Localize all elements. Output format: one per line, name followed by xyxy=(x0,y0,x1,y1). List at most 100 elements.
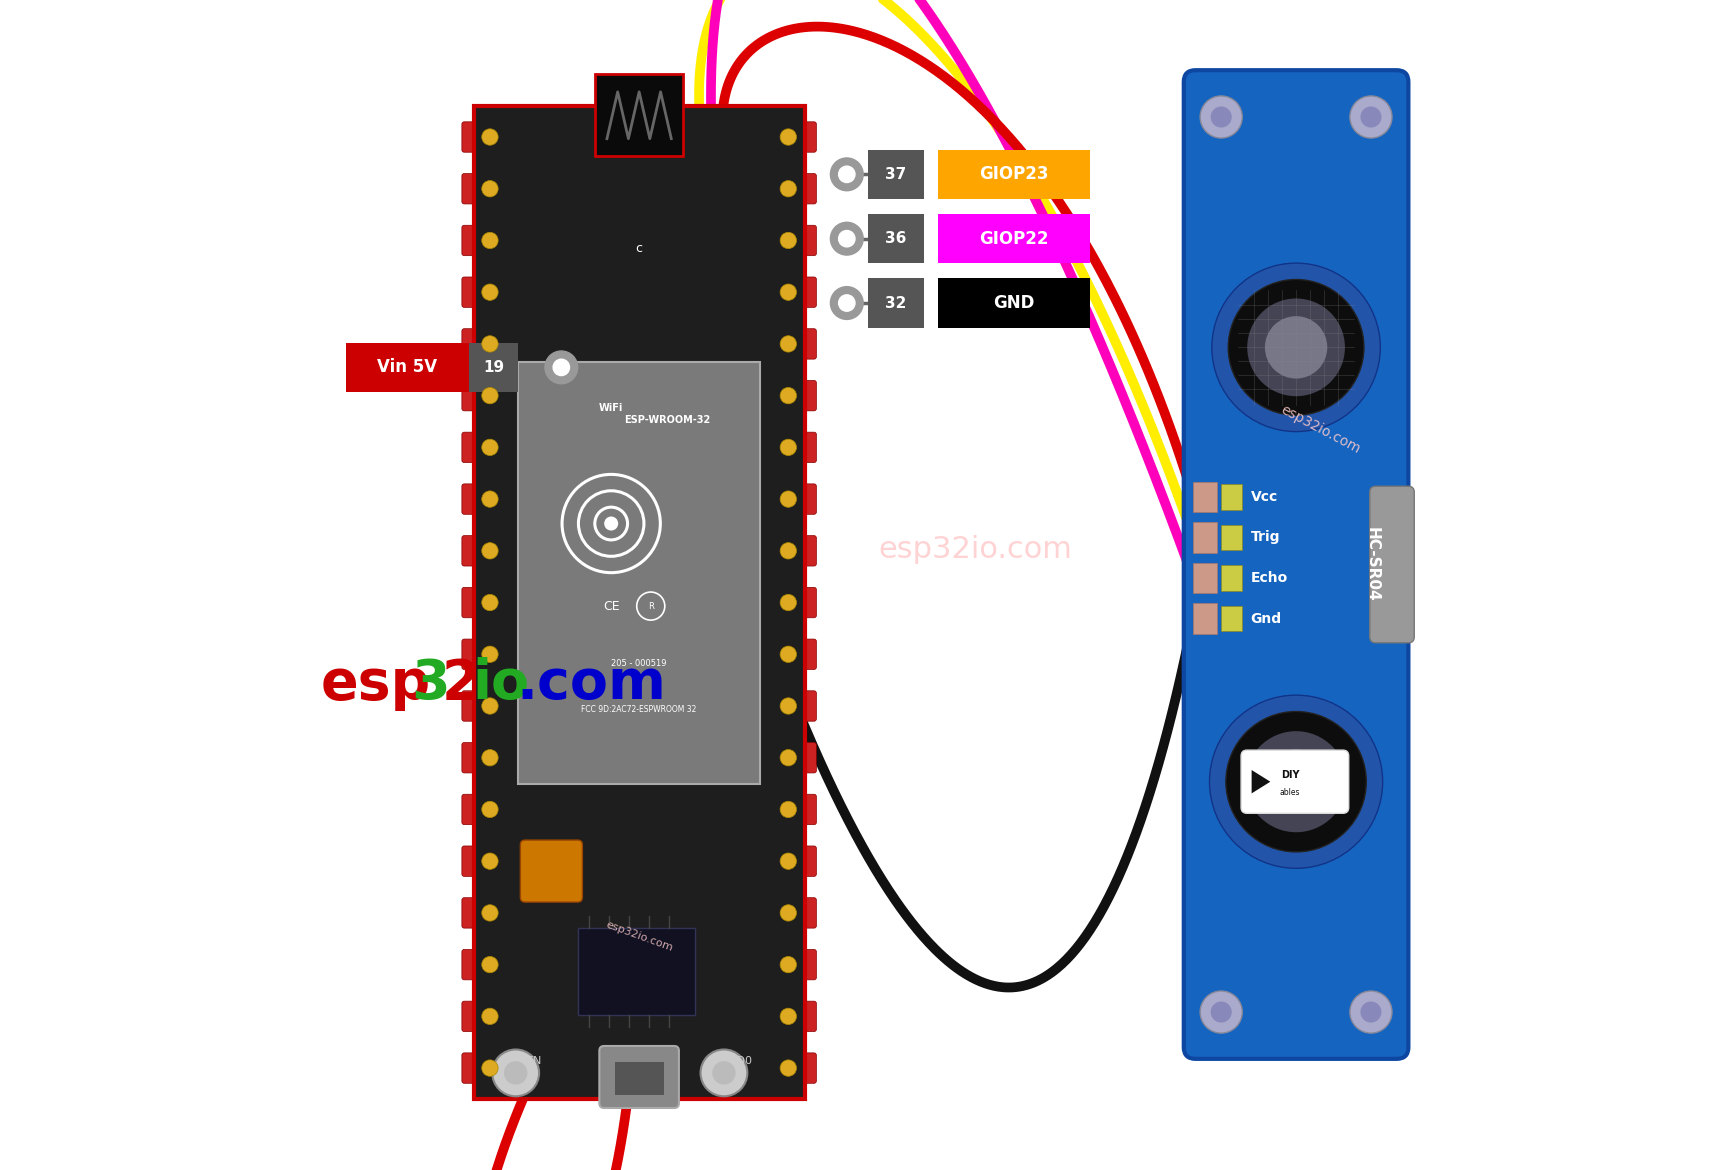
Circle shape xyxy=(780,387,797,404)
Text: esp32io.com: esp32io.com xyxy=(879,536,1073,564)
FancyBboxPatch shape xyxy=(1183,70,1408,1059)
FancyBboxPatch shape xyxy=(462,329,486,359)
FancyBboxPatch shape xyxy=(793,743,816,773)
FancyBboxPatch shape xyxy=(462,1002,486,1032)
FancyBboxPatch shape xyxy=(793,173,816,204)
Text: c: c xyxy=(635,242,642,255)
Circle shape xyxy=(780,646,797,662)
FancyBboxPatch shape xyxy=(519,362,761,784)
Circle shape xyxy=(1210,106,1231,128)
Circle shape xyxy=(482,180,498,197)
Circle shape xyxy=(1200,96,1243,138)
Circle shape xyxy=(701,1049,747,1096)
Text: GIOP23: GIOP23 xyxy=(979,165,1049,184)
FancyBboxPatch shape xyxy=(1193,522,1217,552)
Circle shape xyxy=(831,158,864,191)
FancyBboxPatch shape xyxy=(347,343,469,392)
Circle shape xyxy=(780,594,797,611)
FancyBboxPatch shape xyxy=(937,214,1090,263)
Circle shape xyxy=(482,336,498,352)
Circle shape xyxy=(544,351,577,384)
FancyBboxPatch shape xyxy=(793,122,816,152)
Text: WiFi: WiFi xyxy=(599,402,623,413)
Circle shape xyxy=(482,233,498,249)
FancyBboxPatch shape xyxy=(793,690,816,721)
Circle shape xyxy=(482,750,498,766)
FancyBboxPatch shape xyxy=(793,380,816,411)
FancyBboxPatch shape xyxy=(793,484,816,515)
FancyBboxPatch shape xyxy=(867,214,924,263)
Text: Vcc: Vcc xyxy=(1250,490,1277,504)
FancyBboxPatch shape xyxy=(1221,606,1243,632)
FancyBboxPatch shape xyxy=(793,1002,816,1032)
FancyBboxPatch shape xyxy=(793,536,816,566)
FancyBboxPatch shape xyxy=(937,278,1090,328)
Circle shape xyxy=(838,230,855,247)
Text: CE: CE xyxy=(603,599,620,613)
FancyBboxPatch shape xyxy=(793,794,816,825)
FancyBboxPatch shape xyxy=(793,226,816,256)
Circle shape xyxy=(1200,991,1243,1033)
Circle shape xyxy=(482,387,498,404)
Circle shape xyxy=(1360,106,1382,128)
Circle shape xyxy=(1350,991,1392,1033)
FancyBboxPatch shape xyxy=(462,432,486,462)
Circle shape xyxy=(1245,731,1346,832)
FancyBboxPatch shape xyxy=(520,840,582,902)
FancyBboxPatch shape xyxy=(462,226,486,256)
Circle shape xyxy=(482,1009,498,1025)
Text: 2: 2 xyxy=(441,658,481,711)
FancyBboxPatch shape xyxy=(469,343,519,392)
Circle shape xyxy=(482,491,498,508)
Text: 3: 3 xyxy=(412,658,450,711)
Text: Vin 5V: Vin 5V xyxy=(378,358,438,377)
FancyBboxPatch shape xyxy=(1193,604,1217,634)
Circle shape xyxy=(780,904,797,921)
Circle shape xyxy=(482,1060,498,1076)
Circle shape xyxy=(831,222,864,255)
Text: ESP-WROOM-32: ESP-WROOM-32 xyxy=(623,415,711,426)
Circle shape xyxy=(1264,750,1329,814)
FancyBboxPatch shape xyxy=(793,587,816,618)
FancyBboxPatch shape xyxy=(615,1062,664,1095)
Circle shape xyxy=(1210,1002,1231,1023)
FancyBboxPatch shape xyxy=(793,329,816,359)
Circle shape xyxy=(838,295,855,311)
Circle shape xyxy=(482,284,498,301)
FancyBboxPatch shape xyxy=(462,743,486,773)
Circle shape xyxy=(1265,316,1327,379)
Text: EN: EN xyxy=(527,1057,543,1066)
FancyBboxPatch shape xyxy=(1221,565,1243,591)
Circle shape xyxy=(780,956,797,972)
Text: HC-SR04: HC-SR04 xyxy=(1365,528,1380,601)
Circle shape xyxy=(553,359,570,376)
Text: Echo: Echo xyxy=(1250,571,1288,585)
Circle shape xyxy=(1212,263,1380,432)
Circle shape xyxy=(780,853,797,869)
FancyBboxPatch shape xyxy=(462,536,486,566)
Text: esp32io.com: esp32io.com xyxy=(604,920,675,954)
Circle shape xyxy=(780,801,797,818)
Circle shape xyxy=(604,516,618,530)
FancyBboxPatch shape xyxy=(462,173,486,204)
Text: 19: 19 xyxy=(482,360,505,374)
Text: 205 - 000519: 205 - 000519 xyxy=(611,660,666,668)
Circle shape xyxy=(780,439,797,455)
Text: GIOP22: GIOP22 xyxy=(979,229,1049,248)
Circle shape xyxy=(482,956,498,972)
Circle shape xyxy=(482,594,498,611)
FancyBboxPatch shape xyxy=(462,639,486,669)
Circle shape xyxy=(482,129,498,145)
Circle shape xyxy=(493,1049,539,1096)
Circle shape xyxy=(780,284,797,301)
FancyBboxPatch shape xyxy=(462,587,486,618)
Text: esp32io.com: esp32io.com xyxy=(1277,402,1362,456)
Text: R: R xyxy=(647,601,654,611)
Text: GND: GND xyxy=(994,294,1035,312)
Circle shape xyxy=(713,1061,735,1085)
Text: Gnd: Gnd xyxy=(1250,612,1281,626)
Polygon shape xyxy=(1252,770,1271,793)
Circle shape xyxy=(780,1060,797,1076)
Circle shape xyxy=(780,180,797,197)
Circle shape xyxy=(1209,695,1382,868)
